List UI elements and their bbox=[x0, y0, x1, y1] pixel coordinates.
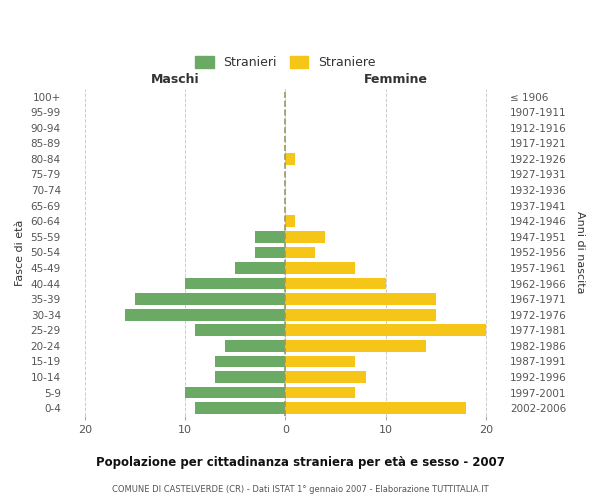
Bar bbox=[195, 324, 286, 336]
Bar bbox=[286, 371, 365, 383]
Bar bbox=[286, 216, 295, 227]
Bar bbox=[215, 356, 286, 368]
Bar bbox=[286, 402, 466, 414]
Bar bbox=[225, 340, 286, 351]
Bar bbox=[286, 294, 436, 305]
Bar bbox=[256, 231, 286, 242]
Bar bbox=[125, 309, 286, 320]
Text: Femmine: Femmine bbox=[364, 72, 428, 86]
Bar bbox=[135, 294, 286, 305]
Text: Maschi: Maschi bbox=[151, 72, 199, 86]
Bar bbox=[286, 356, 355, 368]
Bar bbox=[286, 278, 386, 289]
Bar bbox=[286, 324, 486, 336]
Bar bbox=[195, 402, 286, 414]
Bar bbox=[235, 262, 286, 274]
Bar bbox=[286, 246, 316, 258]
Legend: Stranieri, Straniere: Stranieri, Straniere bbox=[191, 52, 380, 73]
Bar bbox=[286, 262, 355, 274]
Y-axis label: Anni di nascita: Anni di nascita bbox=[575, 211, 585, 294]
Y-axis label: Fasce di età: Fasce di età bbox=[15, 219, 25, 286]
Bar bbox=[256, 246, 286, 258]
Bar bbox=[185, 387, 286, 398]
Bar bbox=[215, 371, 286, 383]
Text: COMUNE DI CASTELVERDE (CR) - Dati ISTAT 1° gennaio 2007 - Elaborazione TUTTITALI: COMUNE DI CASTELVERDE (CR) - Dati ISTAT … bbox=[112, 484, 488, 494]
Bar bbox=[185, 278, 286, 289]
Bar bbox=[286, 340, 425, 351]
Bar bbox=[286, 309, 436, 320]
Bar bbox=[286, 387, 355, 398]
Text: Popolazione per cittadinanza straniera per età e sesso - 2007: Popolazione per cittadinanza straniera p… bbox=[95, 456, 505, 469]
Bar bbox=[286, 231, 325, 242]
Bar bbox=[286, 153, 295, 165]
